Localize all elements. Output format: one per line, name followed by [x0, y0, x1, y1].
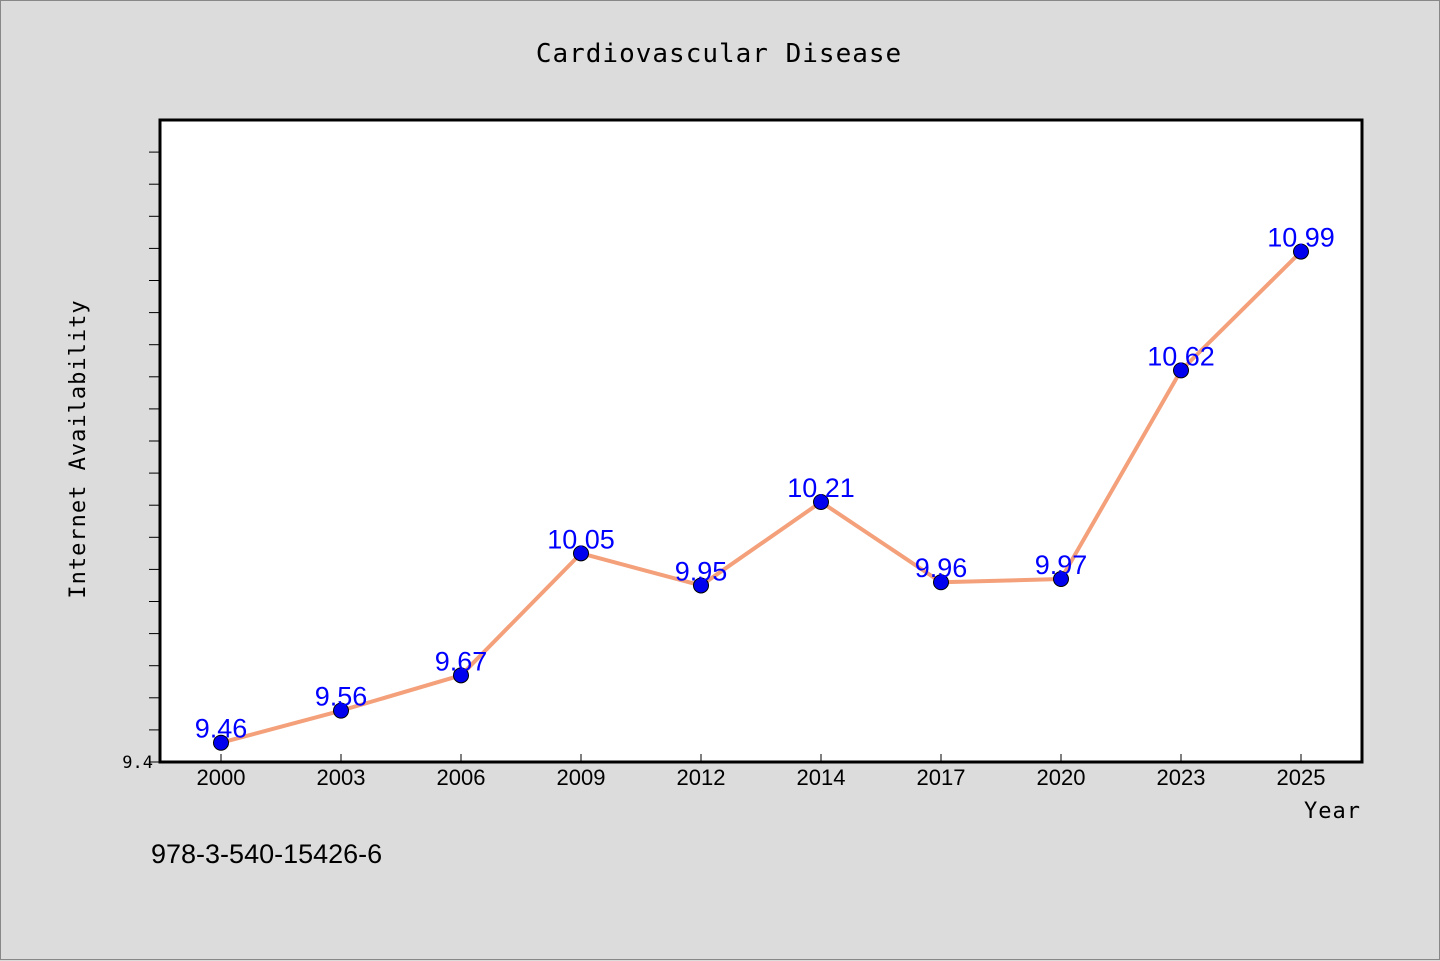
data-label: 9.96	[915, 553, 968, 583]
data-point	[1173, 362, 1189, 379]
data-label: 10.21	[787, 473, 855, 503]
series-line-group	[219, 249, 1303, 745]
x-tick-label: 2025	[1277, 765, 1326, 790]
data-point	[333, 702, 349, 719]
x-tick-label: 2003	[317, 765, 366, 790]
data-label: 9.46	[195, 714, 248, 744]
data-point	[573, 545, 589, 562]
data-label: 10.62	[1147, 341, 1215, 371]
data-markers	[213, 243, 1309, 751]
x-tick-label: 2009	[557, 765, 606, 790]
x-axis-label: Year	[1304, 799, 1361, 824]
x-tick-label: 2020	[1037, 765, 1086, 790]
x-axis-ticks: 2000 2003 2006 2009 2012 2014 2017 2020 2023 2025	[197, 754, 1326, 790]
chart-title: Cardiovascular Disease	[536, 39, 902, 69]
data-label: 10.05	[547, 524, 615, 554]
data-labels: 9.46 9.56 9.67 10.05 9.95 10.21 9.96 9.97 10.62 1…	[195, 223, 1335, 744]
data-point	[453, 667, 469, 684]
data-point	[813, 493, 829, 510]
y-axis-label: Internet Availability	[66, 299, 91, 598]
data-point	[213, 734, 229, 751]
x-tick-label: 2000	[197, 765, 246, 790]
y-tick-label: 9.4	[122, 753, 153, 773]
data-label: 9.56	[315, 682, 368, 712]
x-tick-label: 2023	[1157, 765, 1206, 790]
y-axis-ticks: 9.4	[122, 151, 160, 773]
data-label: 9.67	[435, 646, 488, 676]
data-label: 9.97	[1035, 550, 1088, 580]
data-label: 9.95	[675, 556, 728, 586]
data-point	[1293, 243, 1309, 260]
data-point	[693, 577, 709, 594]
data-point	[1053, 571, 1069, 588]
data-point	[933, 574, 949, 591]
plot-area	[158, 118, 1364, 764]
x-tick-label: 2006	[437, 765, 486, 790]
x-tick-label: 2014	[797, 765, 846, 790]
x-tick-label: 2017	[917, 765, 966, 790]
footer-code: 978-3-540-15426-6	[151, 839, 382, 869]
data-label: 10.99	[1267, 223, 1335, 253]
x-tick-label: 2012	[677, 765, 726, 790]
series-line	[219, 249, 1303, 745]
